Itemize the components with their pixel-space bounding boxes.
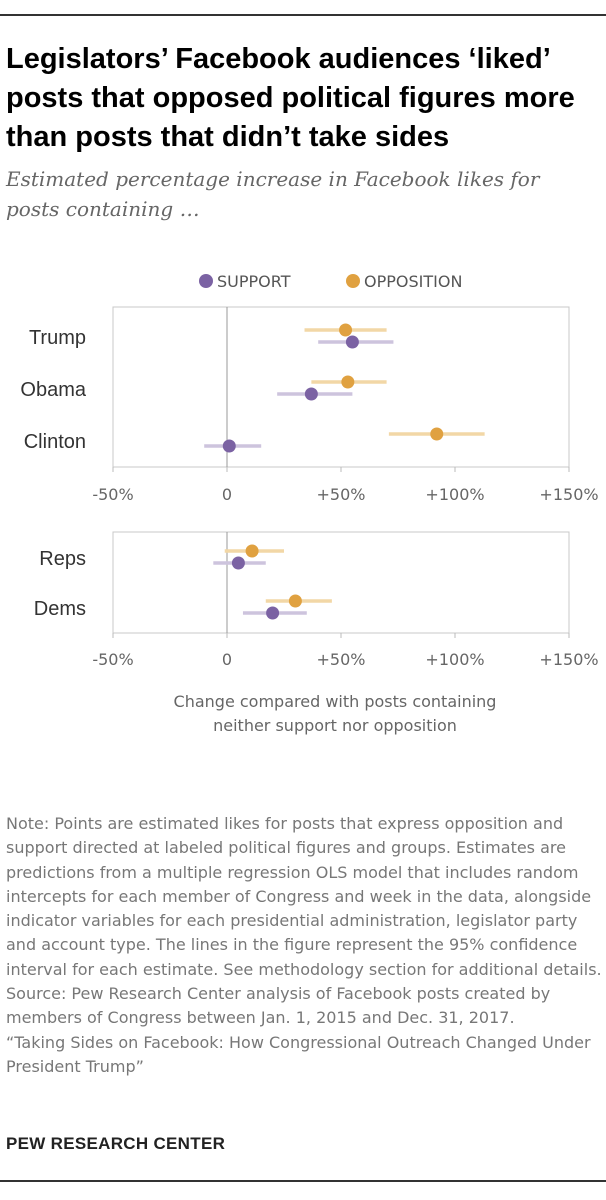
category-label-reps: Reps — [39, 548, 86, 570]
point-clinton-support — [222, 439, 236, 453]
category-label-trump: Trump — [29, 327, 86, 349]
point-obama-opposition — [341, 375, 355, 389]
point-trump-opposition — [339, 323, 353, 337]
chart-title: Legislators’ Facebook audiences ‘liked’ … — [6, 43, 575, 153]
point-obama-support — [304, 387, 318, 401]
panel-2-tick-label-4: +150% — [539, 650, 598, 669]
dot-plot-chart: SUPPORT OPPOSITION -50% 0 +50% +100% +150% Trum… — [20, 272, 598, 669]
panel-2-tick-label-2: +50% — [317, 650, 366, 669]
source-text: Source: Pew Research Center analysis of … — [6, 984, 551, 1028]
panel-2-tick-label-3: +100% — [425, 650, 484, 669]
pew-logo-text: PEW RESEARCH CENTER — [6, 1134, 226, 1153]
point-trump-support — [345, 335, 359, 349]
panel-2-frame — [112, 531, 570, 634]
category-label-clinton: Clinton — [24, 431, 86, 453]
panel-2-tick-label-1: 0 — [222, 650, 232, 669]
panel-1-tick-label-1: 0 — [222, 485, 232, 504]
bottom-rule — [0, 1180, 606, 1182]
chart-subtitle: Estimated percentage increase in Faceboo… — [6, 167, 540, 221]
point-dems-opposition — [288, 594, 302, 608]
legend-support-label: SUPPORT — [217, 272, 291, 291]
panel-1-tick-label-0: -50% — [92, 485, 133, 504]
legend-support-marker — [199, 274, 213, 288]
point-reps-opposition — [245, 544, 259, 558]
report-title: “Taking Sides on Facebook: How Congressi… — [6, 1032, 591, 1076]
point-reps-support — [231, 556, 245, 570]
note-text: Note: Points are estimated likes for pos… — [6, 814, 602, 979]
panel-1-tick-label-2: +50% — [317, 485, 366, 504]
legend-opposition-label: OPPOSITION — [364, 272, 462, 291]
x-axis-label: Change compared with posts containing ne… — [173, 692, 497, 735]
panel-2-tick-label-0: -50% — [92, 650, 133, 669]
top-rule — [0, 14, 606, 16]
point-dems-support — [266, 606, 280, 620]
note-section: Note: Points are estimated likes for pos… — [6, 812, 602, 1079]
panel-1-tick-label-3: +100% — [425, 485, 484, 504]
legend-opposition-marker — [346, 274, 360, 288]
panel-1-tick-label-4: +150% — [539, 485, 598, 504]
category-label-obama: Obama — [20, 379, 86, 401]
point-clinton-opposition — [430, 427, 444, 441]
category-label-dems: Dems — [34, 598, 86, 620]
